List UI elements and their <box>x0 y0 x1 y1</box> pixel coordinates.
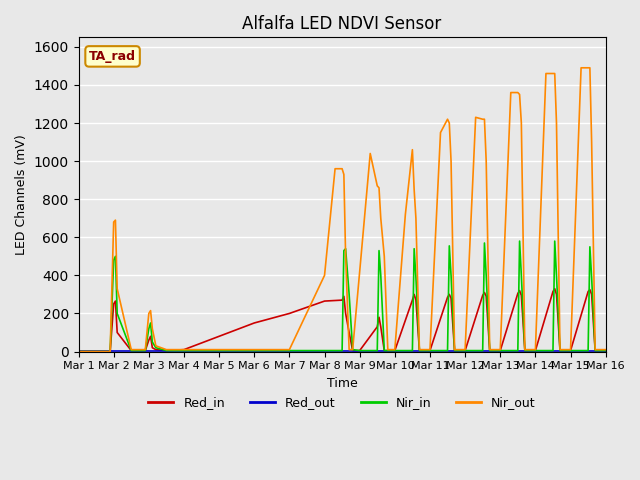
Nir_out <box>566 347 574 352</box>
Nir_in <box>497 348 504 353</box>
Red_in <box>551 286 559 291</box>
Nir_out <box>553 120 561 126</box>
Red_in <box>549 288 557 294</box>
Nir_in <box>250 348 258 353</box>
Legend: Red_in, Red_out, Nir_in, Nir_out: Red_in, Red_out, Nir_in, Nir_out <box>143 391 541 414</box>
Line: Nir_out: Nir_out <box>79 68 605 351</box>
Line: Red_in: Red_in <box>79 288 605 351</box>
Nir_in <box>588 275 595 280</box>
Nir_out <box>419 347 427 352</box>
Nir_in <box>75 348 83 354</box>
Nir_in <box>602 348 609 353</box>
Red_in <box>479 292 486 298</box>
Red_in <box>588 291 595 297</box>
Red_in <box>497 348 504 353</box>
Nir_out <box>577 65 585 71</box>
X-axis label: Time: Time <box>327 377 358 390</box>
Red_in <box>602 348 609 353</box>
Nir_out <box>549 71 557 76</box>
Line: Nir_in: Nir_in <box>79 241 605 351</box>
Nir_out <box>602 347 609 352</box>
Y-axis label: LED Channels (mV): LED Channels (mV) <box>15 134 28 255</box>
Nir_in <box>516 238 524 244</box>
Red_in <box>215 334 223 339</box>
Nir_out <box>75 348 83 354</box>
Nir_out <box>321 273 328 278</box>
Title: Alfalfa LED NDVI Sensor: Alfalfa LED NDVI Sensor <box>243 15 442 33</box>
Nir_out <box>366 151 374 156</box>
Nir_in <box>479 348 486 353</box>
Red_in <box>250 320 258 326</box>
Nir_in <box>551 238 559 244</box>
Red_in <box>75 348 83 354</box>
Text: TA_rad: TA_rad <box>89 50 136 63</box>
Nir_in <box>215 348 223 353</box>
